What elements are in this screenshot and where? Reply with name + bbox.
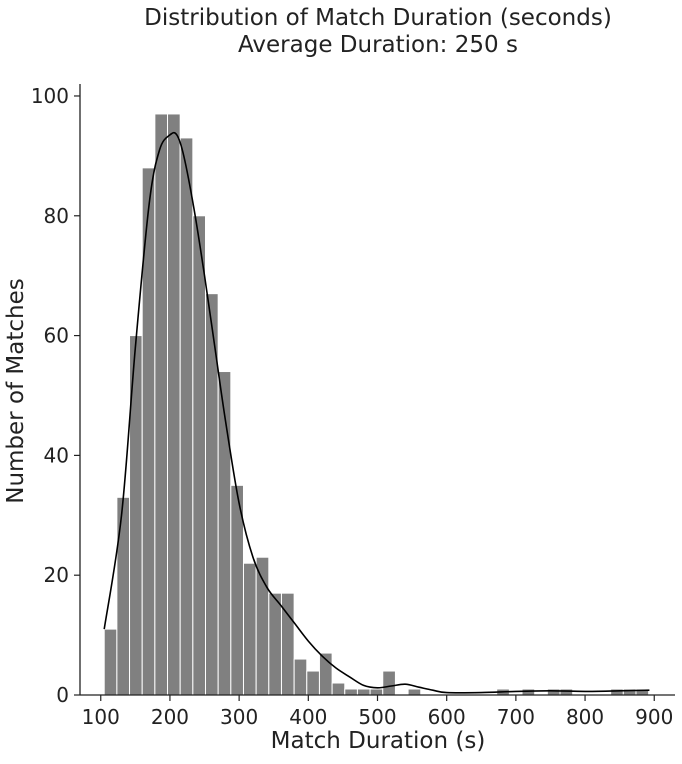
y-tick-label: 100: [31, 84, 69, 108]
y-tick-label: 80: [44, 204, 69, 228]
x-tick-label: 500: [358, 705, 396, 729]
histogram-bar: [344, 688, 358, 696]
histogram-bar: [192, 215, 207, 696]
y-axis-label: Number of Matches: [3, 278, 29, 504]
y-tick-label: 20: [44, 563, 69, 587]
histogram-bar: [242, 562, 257, 696]
histogram-bar: [217, 371, 232, 696]
x-tick-label: 900: [635, 705, 673, 729]
histogram-bar: [369, 688, 384, 696]
histogram-bar: [559, 688, 574, 696]
x-tick-label: 100: [82, 705, 120, 729]
kde-curve-layer: [103, 131, 650, 694]
histogram-bar: [356, 688, 371, 696]
x-tick-label: 200: [151, 705, 189, 729]
x-axis-label: Match Duration (s): [271, 728, 486, 754]
x-tick-label: 300: [220, 705, 258, 729]
y-tick-label: 40: [44, 443, 69, 467]
histogram-bars: [103, 113, 650, 696]
x-tick-label: 800: [566, 705, 604, 729]
histogram-bar: [293, 658, 308, 696]
histogram-bar: [268, 592, 282, 696]
x-tick-label: 700: [497, 705, 535, 729]
histogram-bar: [407, 688, 422, 696]
histogram-bar: [306, 670, 320, 696]
y-tick-label: 0: [56, 683, 69, 707]
chart-title: Distribution of Match Duration (seconds): [144, 5, 612, 31]
histogram-bar: [179, 137, 194, 696]
x-tick-label: 400: [289, 705, 327, 729]
histogram-bar: [154, 113, 169, 696]
histogram-bar: [331, 682, 346, 696]
y-tick-label: 60: [44, 324, 69, 348]
histogram-bar: [546, 688, 561, 696]
histogram-bar: [103, 628, 118, 696]
histogram-bar: [382, 670, 396, 696]
chart-subtitle: Average Duration: 250 s: [238, 32, 518, 58]
axes: 100 200 300 400 500 600 700 800 900 0 20 40 60 80 100: [31, 84, 675, 729]
histogram-bar: [167, 113, 181, 696]
histogram-bar: [610, 688, 624, 696]
kde-curve: [103, 131, 650, 694]
x-tick-label: 600: [428, 705, 466, 729]
histogram-bar: [116, 496, 131, 696]
